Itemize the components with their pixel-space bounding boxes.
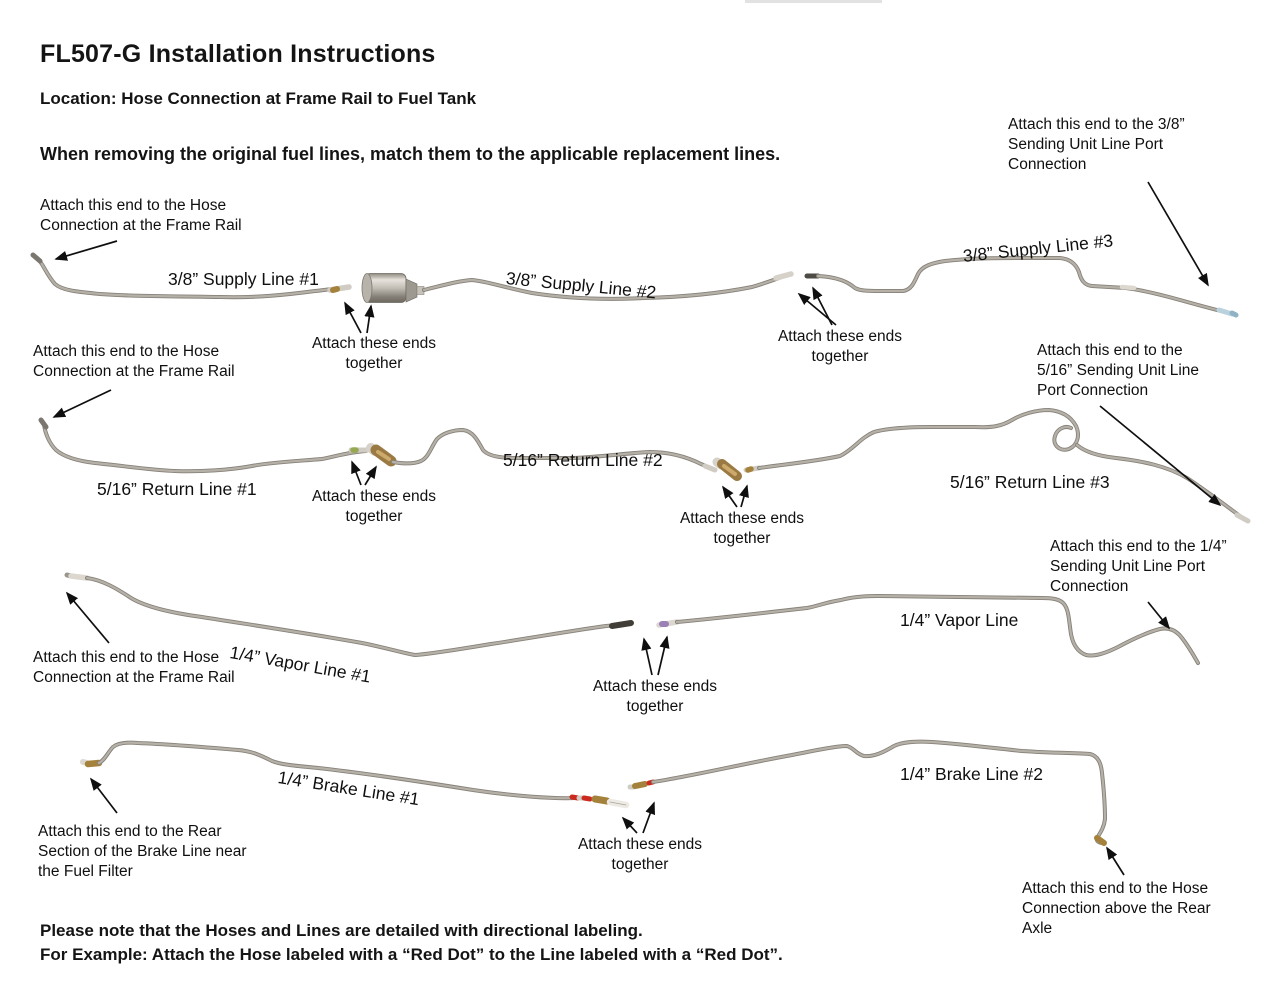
supply-line-2-tube <box>422 271 794 301</box>
annotation-attach-ends-brake: Attach these ends together <box>577 836 703 874</box>
brake-line-2-tube <box>627 739 1107 846</box>
annotation-14-sending-unit: Attach this end to the 1/4” Sending Unit… <box>1050 538 1227 596</box>
annotation-frame-rail-supply: Attach this end to the Hose Connection a… <box>40 197 242 235</box>
label-vapor-line-2: 1/4” Vapor Line <box>900 610 1019 630</box>
label-supply-line-1: 3/8” Supply Line #1 <box>168 269 319 289</box>
return-line-1-tube <box>38 417 370 474</box>
label-return-line-1: 5/16” Return Line #1 <box>97 479 257 499</box>
annotation-attach-ends-return-2: Attach these ends together <box>679 510 805 548</box>
return-connector-2 <box>712 457 742 481</box>
return-connector-1 <box>366 443 397 467</box>
return-line-2-tube <box>391 428 718 473</box>
fuel-filter-connector <box>361 273 425 303</box>
annotation-38-sending-unit: Attach this end to the 3/8” Sending Unit… <box>1008 116 1185 174</box>
annotation-rear-brake-section: Attach this end to the Rear Section of t… <box>38 823 247 881</box>
annotation-arrows <box>52 181 1222 876</box>
brake-line-1-tube <box>80 740 630 809</box>
annotation-attach-ends-return-1: Attach these ends together <box>311 488 437 526</box>
vapor-line-1-tube <box>64 572 634 657</box>
intro-note: When removing the original fuel lines, m… <box>40 144 781 164</box>
top-edge-artifact <box>745 0 882 3</box>
annotation-attach-ends-supply-1: Attach these ends together <box>311 335 437 373</box>
label-return-line-3: 5/16” Return Line #3 <box>950 472 1110 492</box>
location-subtitle: Location: Hose Connection at Frame Rail … <box>40 89 477 108</box>
annotation-rear-axle: Attach this end to the Hose Connection a… <box>1022 880 1211 938</box>
annotation-frame-rail-return: Attach this end to the Hose Connection a… <box>33 343 235 381</box>
page-title: FL507-G Installation Instructions <box>40 40 436 68</box>
annotation-frame-rail-vapor: Attach this end to the Hose Connection a… <box>33 649 235 687</box>
annotation-attach-ends-vapor: Attach these ends together <box>592 678 718 716</box>
footer-note-1: Please note that the Hoses and Lines are… <box>40 921 643 940</box>
label-return-line-2: 5/16” Return Line #2 <box>503 450 663 470</box>
supply-line-1-tube <box>30 252 352 300</box>
return-line-3-tube <box>743 408 1251 524</box>
annotation-516-sending-unit: Attach this end to the 5/16” Sending Uni… <box>1037 342 1200 400</box>
annotation-attach-ends-supply-2: Attach these ends together <box>777 328 903 366</box>
supply-line-3-tube <box>804 256 1239 318</box>
label-brake-line-2: 1/4” Brake Line #2 <box>900 764 1044 784</box>
footer-note-2: For Example: Attach the Hose labeled wit… <box>40 945 783 964</box>
